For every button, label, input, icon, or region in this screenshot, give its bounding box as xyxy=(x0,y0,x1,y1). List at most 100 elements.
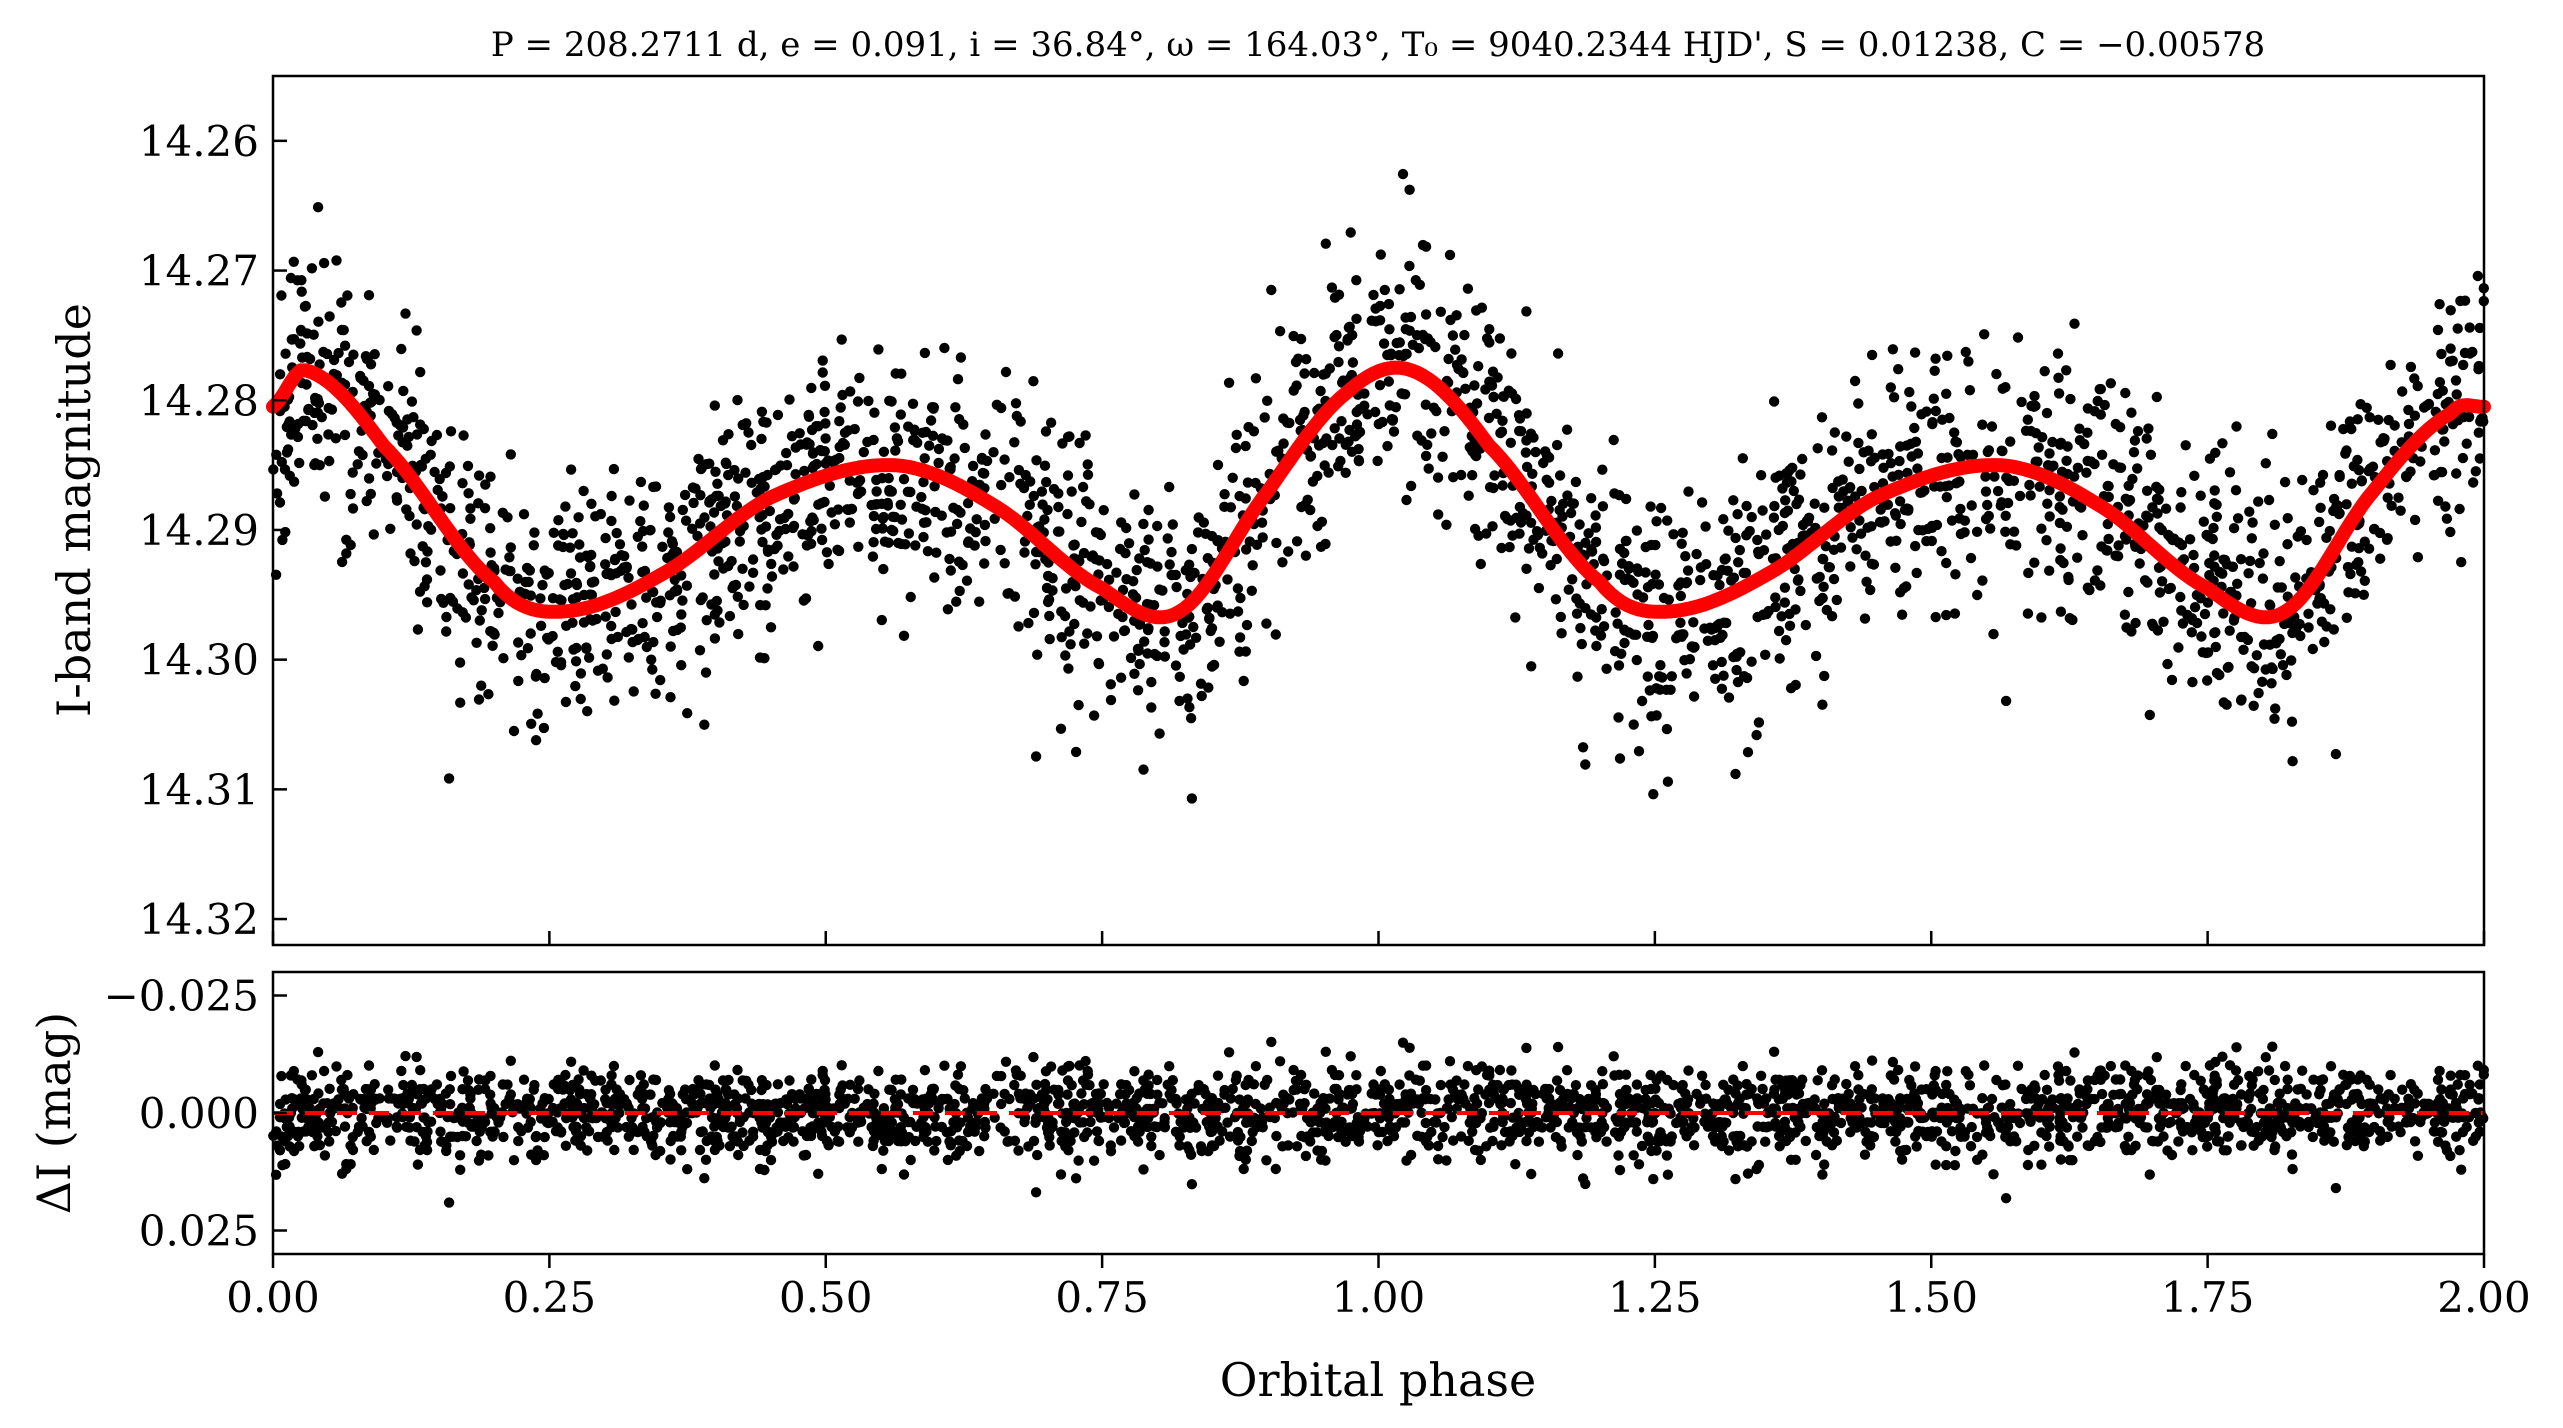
data-point xyxy=(1031,455,1042,466)
data-point xyxy=(961,575,973,586)
data-point xyxy=(1769,500,1780,512)
data-point xyxy=(2266,662,2277,673)
data-point xyxy=(2204,557,2215,569)
data-point xyxy=(1353,443,1364,455)
data-point xyxy=(1849,375,1861,387)
data-point xyxy=(581,642,592,653)
data-point xyxy=(1505,437,1517,448)
residual-point xyxy=(2000,1193,2012,1204)
data-point xyxy=(600,559,611,570)
residual-point xyxy=(1894,1098,1905,1109)
data-point xyxy=(1662,515,1673,526)
data-point xyxy=(2209,485,2220,496)
data-point xyxy=(1256,517,1268,528)
data-point xyxy=(2230,485,2242,496)
data-point xyxy=(1874,516,1886,528)
data-point xyxy=(1227,472,1238,483)
residual-point xyxy=(1561,1065,1573,1076)
data-point xyxy=(1184,559,1195,570)
data-point xyxy=(560,696,572,708)
data-point xyxy=(1819,670,1830,682)
data-point xyxy=(838,438,849,450)
data-point xyxy=(426,435,437,447)
residual-point xyxy=(726,1121,737,1132)
data-point xyxy=(1950,436,1961,447)
residual-point xyxy=(1800,1135,1812,1147)
data-point xyxy=(1793,494,1805,505)
data-point xyxy=(744,581,755,592)
residual-point xyxy=(1710,1136,1721,1147)
data-point xyxy=(1758,545,1770,556)
data-point xyxy=(606,620,617,632)
residual-point xyxy=(422,1126,433,1137)
residual-point xyxy=(733,1149,744,1161)
data-point xyxy=(518,509,530,520)
data-point xyxy=(1312,470,1323,482)
data-point xyxy=(1241,619,1253,631)
data-point xyxy=(2084,584,2095,596)
data-point xyxy=(1206,623,1218,634)
data-point xyxy=(1780,495,1791,506)
data-point xyxy=(1866,349,1878,361)
residual-point xyxy=(2067,1155,2078,1166)
data-point xyxy=(733,628,744,640)
data-point xyxy=(911,501,922,512)
residual-point xyxy=(1074,1060,1085,1071)
data-point xyxy=(538,722,550,734)
data-point xyxy=(804,439,815,450)
residual-point xyxy=(383,1084,394,1095)
data-point xyxy=(367,388,379,400)
residual-point xyxy=(758,1079,769,1090)
data-point xyxy=(1708,570,1719,581)
data-point xyxy=(1009,437,1020,448)
residual-point xyxy=(582,1145,593,1156)
data-point xyxy=(2014,490,2026,502)
data-point xyxy=(692,530,703,542)
residual-point xyxy=(1492,1079,1503,1091)
data-point xyxy=(1044,610,1055,622)
residual-point xyxy=(2429,1117,2441,1128)
data-point xyxy=(1793,574,1804,585)
data-point xyxy=(1714,618,1725,629)
data-point xyxy=(1219,501,1230,512)
residual-point xyxy=(1696,1070,1708,1082)
data-point xyxy=(2209,627,2220,639)
data-point xyxy=(1967,449,1979,460)
data-point xyxy=(1047,573,1058,584)
data-point xyxy=(1469,380,1480,391)
residual-point xyxy=(1333,1131,1344,1143)
residual-point xyxy=(1282,1093,1293,1104)
residual-point xyxy=(466,1121,477,1132)
residual-point xyxy=(952,1069,964,1080)
top-data-points xyxy=(268,168,2489,804)
residual-point xyxy=(1877,1093,1888,1104)
data-point xyxy=(1164,559,1175,570)
residual-point xyxy=(1146,1140,1157,1152)
residual-point xyxy=(1250,1061,1262,1072)
residual-point xyxy=(717,1075,729,1086)
residual-point xyxy=(336,1084,348,1095)
residual-point xyxy=(666,1098,678,1109)
data-point xyxy=(1175,630,1186,642)
data-point xyxy=(1066,486,1077,497)
data-point xyxy=(2248,700,2259,711)
data-point xyxy=(2141,510,2152,521)
residual-point xyxy=(1248,1112,1260,1124)
data-point xyxy=(606,570,617,581)
data-point xyxy=(1484,324,1495,335)
residual-point xyxy=(412,1159,424,1170)
data-point xyxy=(2439,436,2450,447)
residual-point xyxy=(1224,1131,1236,1142)
data-point xyxy=(1374,380,1386,391)
residual-point xyxy=(614,1107,625,1119)
residual-point xyxy=(606,1079,617,1090)
residual-point xyxy=(1410,1074,1422,1085)
data-point xyxy=(2102,545,2113,556)
residual-point xyxy=(2409,1084,2420,1095)
data-point xyxy=(1219,489,1230,500)
data-point xyxy=(1866,429,1878,440)
data-point xyxy=(589,576,600,587)
residual-point xyxy=(1287,1107,1299,1118)
data-point xyxy=(1699,623,1710,634)
